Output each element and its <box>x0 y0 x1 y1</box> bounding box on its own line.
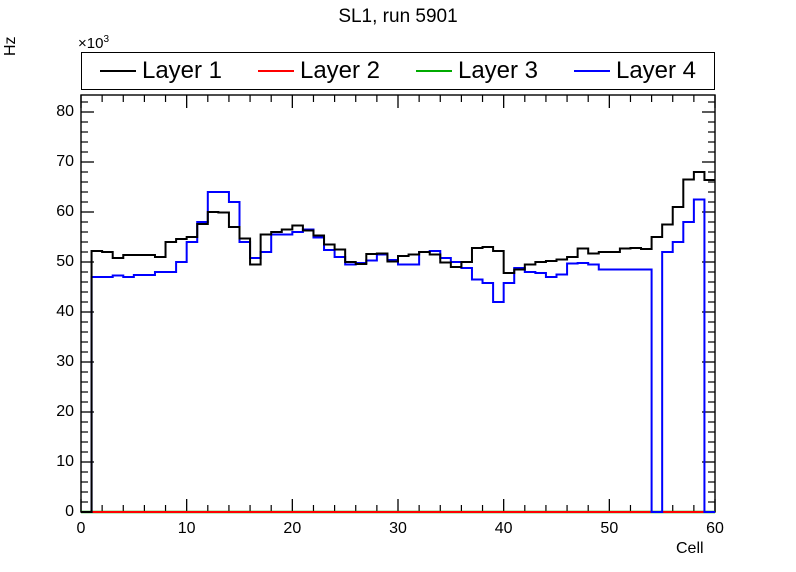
legend: Layer 1 Layer 2 Layer 3 Layer 4 <box>81 52 715 90</box>
page-title: SL1, run 5901 <box>338 6 458 27</box>
y-tick-label: 50 <box>56 253 74 270</box>
y-tick-label: 40 <box>56 303 74 320</box>
y-tick-label: 0 <box>65 503 74 520</box>
legend-label: Layer 4 <box>615 57 697 84</box>
legend-line-icon <box>573 70 610 72</box>
legend-label: Layer 1 <box>141 57 223 84</box>
x-tick-label: 10 <box>177 520 196 537</box>
y-multiplier-exponent: 3 <box>103 34 110 45</box>
y-multiplier-base: ×10 <box>78 35 104 52</box>
x-tick-label: 30 <box>389 520 407 537</box>
x-tick-label: 60 <box>706 520 724 537</box>
x-tick-label: 50 <box>600 520 619 537</box>
legend-entry-2[interactable]: Layer 2 <box>257 57 381 84</box>
axis-frame <box>80 94 716 513</box>
legend-line-icon <box>415 70 452 72</box>
x-tick-label: 0 <box>76 520 86 537</box>
legend-label: Layer 3 <box>457 57 539 84</box>
plot-frame-rect <box>80 94 716 513</box>
y-tick-label: 80 <box>56 103 74 120</box>
y-tick-label: 30 <box>56 353 74 370</box>
y-tick-label: 70 <box>56 153 74 170</box>
legend-entry-1[interactable]: Layer 1 <box>99 57 223 84</box>
x-axis-title: Cell <box>676 540 704 557</box>
legend-entry-3[interactable]: Layer 3 <box>415 57 539 84</box>
series-line-layer-1 <box>81 171 715 513</box>
legend-label: Layer 2 <box>299 57 381 84</box>
legend-line-icon <box>257 70 294 72</box>
x-tick-label: 20 <box>283 520 302 537</box>
y-axis-multiplier: ×103 <box>78 34 109 52</box>
data-series-group <box>81 171 715 514</box>
legend-line-icon <box>99 70 136 72</box>
y-tick-label: 20 <box>56 403 74 420</box>
x-tick-label: 40 <box>494 520 513 537</box>
y-tick-label: 10 <box>56 453 74 470</box>
axis-ticks <box>80 95 716 513</box>
legend-entry-4[interactable]: Layer 4 <box>573 57 697 84</box>
y-tick-label: 60 <box>56 203 74 220</box>
